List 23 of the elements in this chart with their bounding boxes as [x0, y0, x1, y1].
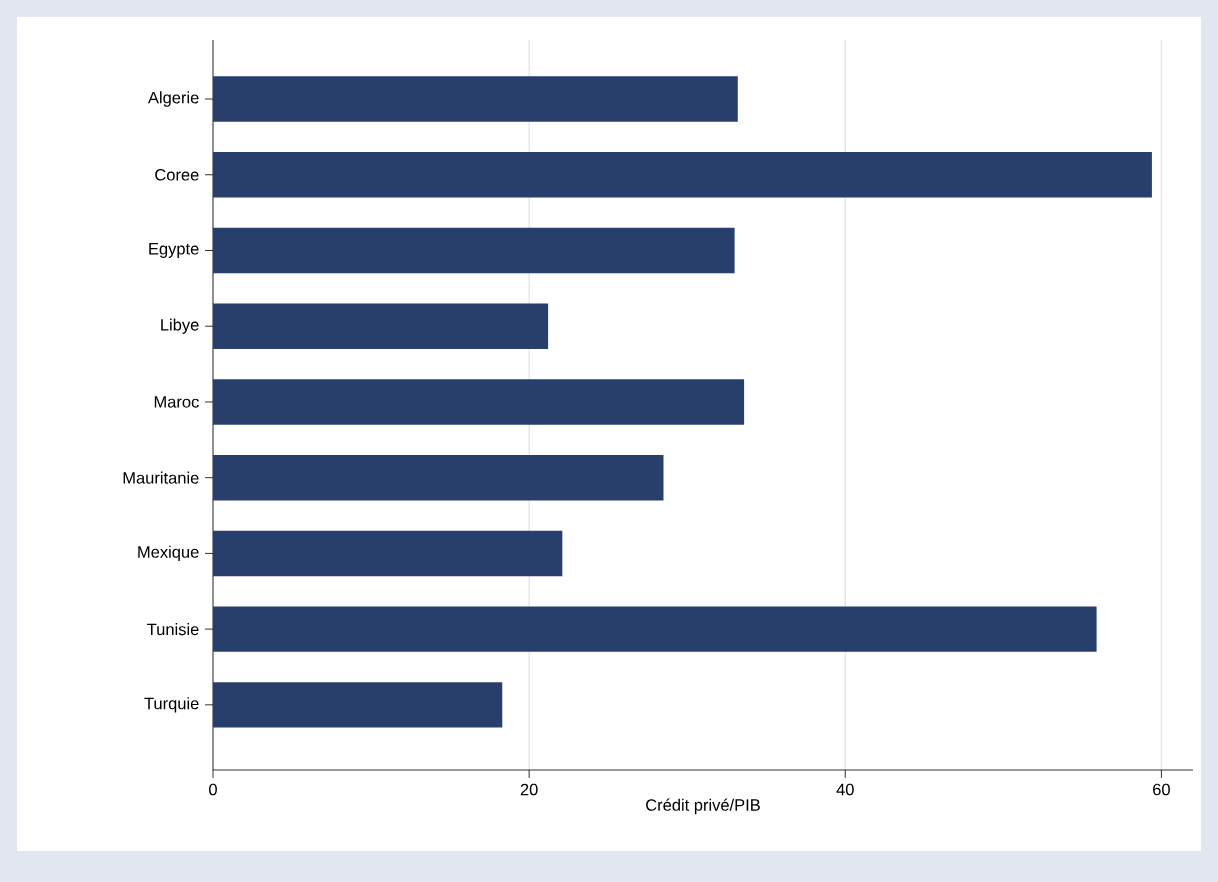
y-tick-label: Tunisie — [147, 623, 199, 636]
y-tick-label: Egypte — [149, 243, 199, 258]
bar — [213, 379, 745, 425]
x-tick-label: 40 — [836, 783, 854, 796]
bar — [213, 454, 664, 501]
y-tick-label: Turquie — [144, 697, 199, 713]
bar — [213, 152, 1152, 198]
y-tick-label: Coree — [155, 168, 199, 181]
y-tick-label: Algerie — [147, 91, 199, 107]
y-tick-label: Mauritanie — [123, 471, 199, 484]
y-tick-label: Libye — [161, 318, 199, 334]
y-tick-label: Maroc — [154, 396, 199, 408]
bar — [213, 606, 1097, 652]
x-axis-title: Crédit privé/PIB — [646, 798, 760, 815]
x-tick-label: 0 — [209, 783, 217, 796]
bar — [213, 682, 503, 728]
bar — [213, 530, 563, 577]
y-tick-label: Mexique — [138, 545, 199, 562]
x-tick-label: 60 — [1153, 783, 1170, 796]
bar — [213, 227, 735, 274]
bar — [213, 303, 549, 349]
bar — [213, 76, 738, 122]
x-tick-label: 20 — [520, 783, 538, 796]
